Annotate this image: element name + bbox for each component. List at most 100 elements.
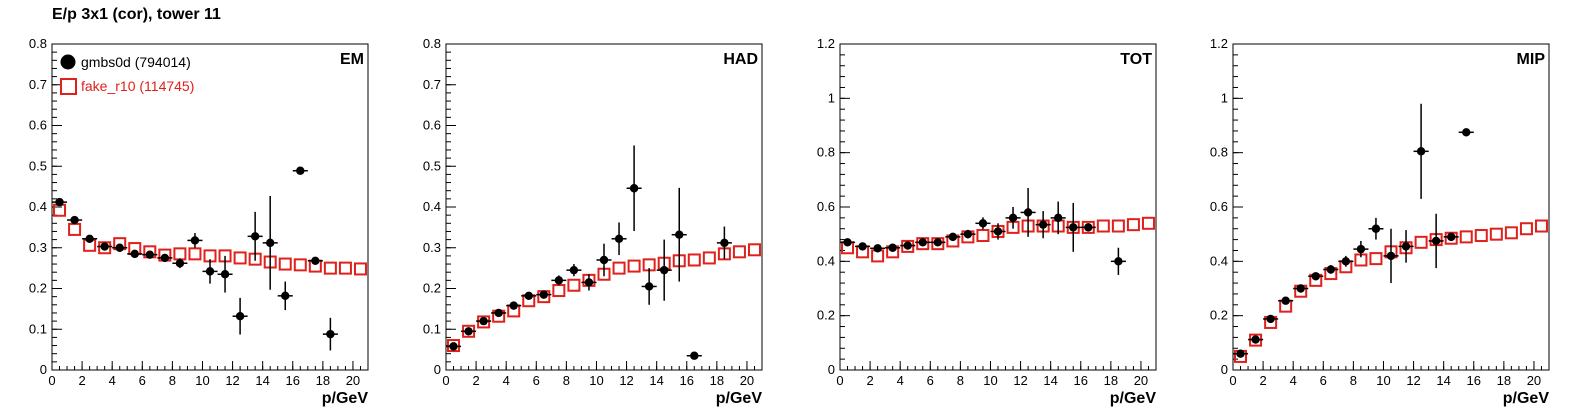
data-marker bbox=[873, 244, 882, 253]
data-marker bbox=[1053, 213, 1063, 223]
fake-marker bbox=[901, 239, 915, 253]
x-tick-label: 2 bbox=[866, 373, 873, 388]
x-tick-label: 2 bbox=[472, 373, 479, 388]
x-tick-label: 6 bbox=[1320, 373, 1327, 388]
data-marker bbox=[265, 238, 275, 248]
data-marker bbox=[599, 255, 609, 265]
data-marker bbox=[1251, 335, 1260, 344]
fake-marker bbox=[1489, 227, 1503, 241]
fake-marker bbox=[98, 241, 112, 255]
fake-marker bbox=[353, 262, 367, 276]
data-marker bbox=[449, 342, 458, 351]
data-marker bbox=[1311, 272, 1320, 281]
fake-marker bbox=[338, 261, 352, 275]
data-marker bbox=[160, 253, 170, 263]
data-marker bbox=[1401, 242, 1411, 251]
x-tick-label: 14 bbox=[649, 373, 663, 388]
data-marker bbox=[115, 243, 124, 252]
x-axis-label: p/GeV bbox=[322, 390, 369, 407]
y-tick-label: 0.8 bbox=[817, 145, 835, 160]
fake-marker bbox=[1414, 235, 1428, 249]
fake-marker bbox=[612, 261, 626, 275]
data-marker bbox=[220, 270, 230, 279]
x-tick-label: 20 bbox=[346, 373, 360, 388]
y-tick-label: 0.4 bbox=[817, 253, 835, 268]
data-marker bbox=[978, 219, 988, 228]
y-tick-label: 1 bbox=[828, 90, 835, 105]
data-marker bbox=[843, 238, 852, 247]
data-marker bbox=[1236, 349, 1245, 358]
data-marker bbox=[190, 236, 200, 245]
x-tick-label: 16 bbox=[1074, 373, 1088, 388]
data-marker bbox=[629, 184, 639, 193]
y-tick-label: 0.2 bbox=[817, 308, 835, 323]
data-marker bbox=[1266, 314, 1275, 324]
fake-marker bbox=[278, 257, 292, 271]
data-marker bbox=[1114, 257, 1123, 266]
fake-marker bbox=[293, 258, 307, 272]
data-marker bbox=[326, 329, 335, 339]
fake-marker bbox=[173, 247, 187, 261]
panel-had: 0 2 4 6 8 10 12 14 16 18 20 0 0.1 0.2 0.3 0.4 0.5 0.6 0.7 0… bbox=[423, 36, 763, 407]
fake-marker bbox=[1534, 219, 1548, 233]
data-marker bbox=[1431, 236, 1441, 246]
data-marker bbox=[205, 267, 215, 276]
y-tick-label: 1.2 bbox=[1210, 36, 1228, 51]
data-marker bbox=[1356, 244, 1366, 254]
fake-marker bbox=[1519, 222, 1533, 236]
fake-marker bbox=[1096, 219, 1110, 233]
y-tick-label: 0.6 bbox=[423, 118, 441, 133]
data-marker bbox=[1296, 284, 1305, 293]
panel-label: HAD bbox=[723, 51, 758, 68]
panel-em: 0 2 4 6 8 10 12 14 16 18 20 0 0.1 0.2 0.3 0.4 0.5 0.6 0.7 0… bbox=[29, 36, 369, 407]
data-marker bbox=[539, 290, 549, 299]
data-marker bbox=[1008, 213, 1018, 223]
y-tick-label: 0 bbox=[434, 362, 441, 377]
data-marker bbox=[55, 197, 64, 207]
x-tick-label: 18 bbox=[1104, 373, 1118, 388]
panel-label: EM bbox=[340, 51, 364, 68]
x-tick-label: 2 bbox=[1259, 373, 1266, 388]
x-tick-label: 2 bbox=[78, 373, 85, 388]
x-tick-label: 16 bbox=[1467, 373, 1481, 388]
x-tick-label: 18 bbox=[316, 373, 330, 388]
data-marker bbox=[888, 243, 897, 252]
fake-marker bbox=[732, 245, 746, 259]
data-marker bbox=[1038, 220, 1048, 229]
data-marker bbox=[1341, 257, 1351, 266]
x-tick-label: 8 bbox=[1350, 373, 1357, 388]
data-marker bbox=[918, 238, 927, 247]
x-tick-label: 16 bbox=[680, 373, 694, 388]
fake-marker bbox=[1504, 226, 1518, 240]
y-tick-label: 0.6 bbox=[1210, 199, 1228, 214]
y-tick-label: 0.8 bbox=[423, 36, 441, 51]
data-marker bbox=[1069, 223, 1078, 232]
data-marker bbox=[1371, 224, 1381, 233]
y-tick-label: 0.4 bbox=[29, 199, 47, 214]
fake-marker bbox=[53, 203, 67, 217]
data-marker bbox=[720, 238, 729, 248]
x-tick-label: 20 bbox=[740, 373, 754, 388]
x-tick-label: 8 bbox=[957, 373, 964, 388]
data-marker bbox=[524, 291, 533, 301]
y-tick-label: 0.4 bbox=[423, 199, 441, 214]
data-marker bbox=[494, 308, 503, 318]
fake-marker bbox=[323, 261, 337, 275]
x-tick-label: 12 bbox=[1406, 373, 1420, 388]
y-tick-label: 0.5 bbox=[29, 158, 47, 173]
y-tick-label: 0.2 bbox=[1210, 308, 1228, 323]
y-tick-label: 1.2 bbox=[817, 36, 835, 51]
x-tick-label: 10 bbox=[983, 373, 997, 388]
fake-marker bbox=[447, 339, 461, 353]
x-tick-label: 10 bbox=[195, 373, 209, 388]
fake-marker bbox=[188, 247, 202, 261]
data-marker bbox=[690, 351, 699, 360]
x-axis-label: p/GeV bbox=[1503, 390, 1550, 407]
x-tick-label: 0 bbox=[48, 373, 55, 388]
legend-label-data: gmbs0d (794014) bbox=[81, 54, 191, 70]
x-tick-label: 6 bbox=[139, 373, 146, 388]
panel-mip: 0 2 4 6 8 10 12 14 16 18 20 0 0.2 0.4 0.6 0.8 1 1.2 p/GeV M… bbox=[1210, 36, 1550, 407]
x-axis-label: p/GeV bbox=[716, 390, 763, 407]
data-marker bbox=[584, 278, 594, 287]
x-tick-label: 20 bbox=[1134, 373, 1148, 388]
